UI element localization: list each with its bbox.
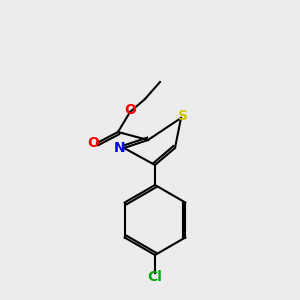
Text: S: S	[178, 109, 188, 123]
Text: Cl: Cl	[148, 270, 162, 284]
Text: O: O	[124, 103, 136, 117]
Text: O: O	[87, 136, 99, 150]
Text: N: N	[114, 141, 126, 155]
